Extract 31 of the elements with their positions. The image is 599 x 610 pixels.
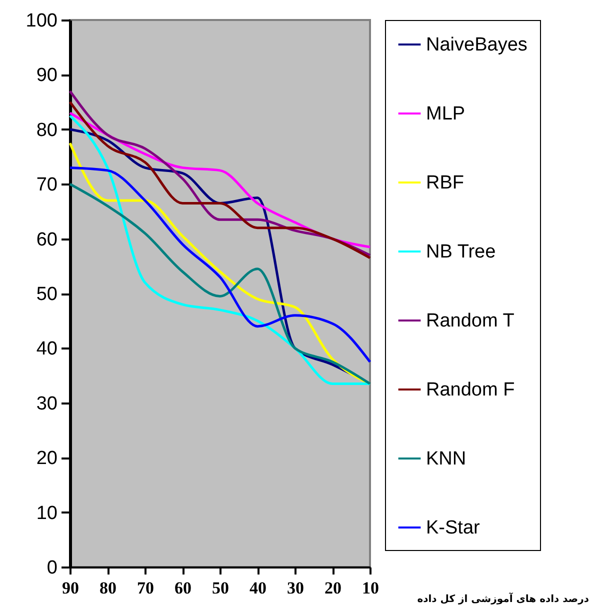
text: درصد داده های آموزشی از کل داده bbox=[417, 594, 589, 605]
x-tick-label: 90 bbox=[62, 578, 79, 598]
x-tick-label: 40 bbox=[250, 578, 266, 598]
x-tick-label: 50 bbox=[212, 578, 229, 598]
legend-label: NB Tree bbox=[426, 242, 496, 262]
line-series bbox=[68, 182, 372, 386]
legend-label: KNN bbox=[426, 448, 466, 470]
y-tick-label: 70 bbox=[36, 174, 58, 196]
x-tick-label: 30 bbox=[287, 578, 304, 598]
x-tick-label: 60 bbox=[174, 578, 192, 598]
y-tick-label: 40 bbox=[36, 338, 58, 360]
y-tick-label: 30 bbox=[36, 393, 58, 414]
y-tick-label: 10 bbox=[36, 502, 58, 524]
x-tick-label: 70 bbox=[137, 578, 154, 598]
y-tick-label: 80 bbox=[36, 120, 58, 141]
legend-label: Random F bbox=[426, 380, 515, 400]
legend-label: K-Star bbox=[426, 518, 481, 538]
x-tick-label: 10 bbox=[362, 578, 379, 598]
x-tick-label: 80 bbox=[100, 578, 116, 598]
y-tick-label: 20 bbox=[36, 448, 58, 470]
x-tick-label: 20 bbox=[324, 578, 342, 598]
y-tick-label: 100 bbox=[26, 10, 58, 32]
legend-label: MLP bbox=[426, 104, 466, 124]
line-series bbox=[68, 166, 372, 364]
legend-label: Random T bbox=[426, 310, 515, 332]
y-tick-label: 60 bbox=[36, 229, 58, 250]
y-tick-label: 0 bbox=[46, 558, 58, 578]
legend-label: RBF bbox=[426, 172, 464, 194]
y-tick-label: 90 bbox=[36, 65, 58, 86]
legend-label: NaiveBayes bbox=[426, 34, 528, 56]
y-tick-label: 50 bbox=[36, 284, 58, 305]
